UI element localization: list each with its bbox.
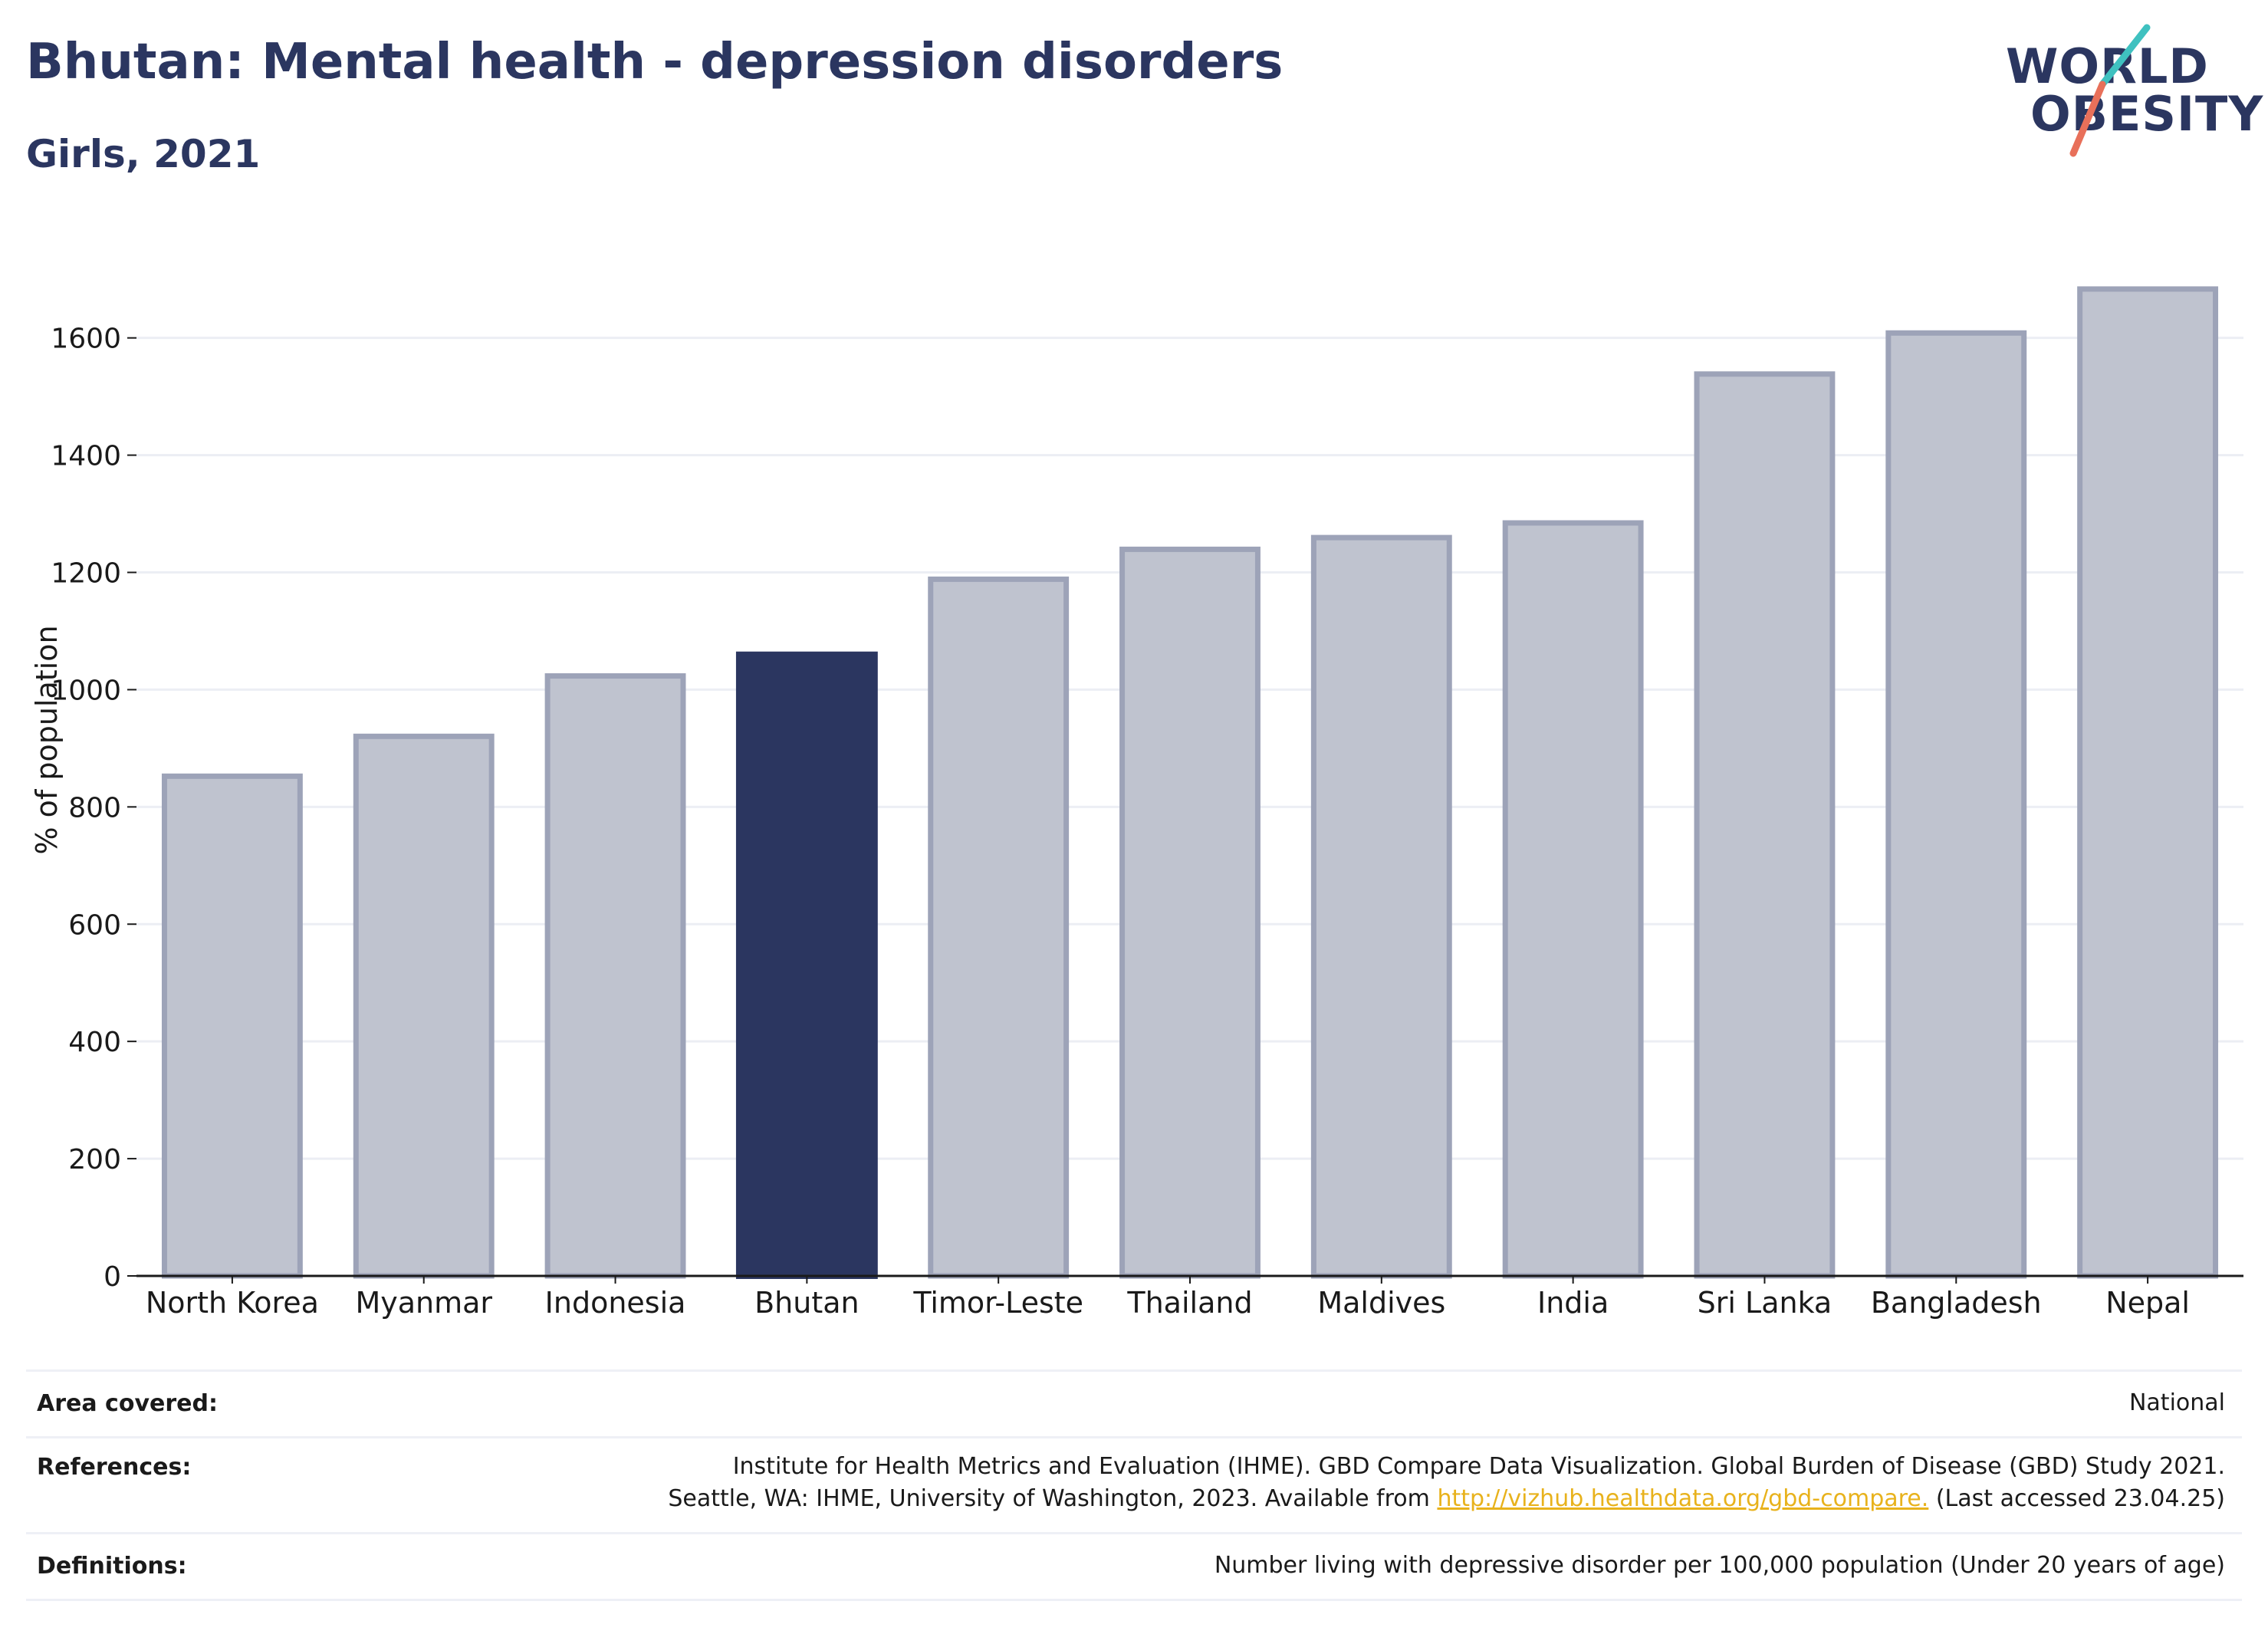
x-tick-label: North Korea	[146, 1286, 319, 1320]
bar-bhutan[interactable]	[735, 651, 878, 1279]
meta-divider	[26, 1369, 2242, 1372]
bar-bangladesh[interactable]	[1885, 330, 2027, 1279]
y-tick-label: 1000	[51, 675, 121, 706]
x-tick-label: Maldives	[1317, 1286, 1445, 1320]
logo-line-1: WORLD	[2006, 38, 2209, 94]
y-tick-label: 1200	[51, 558, 121, 590]
y-tick-label: 200	[68, 1144, 121, 1175]
y-tick-label: 1600	[51, 324, 121, 355]
y-tick-label: 400	[68, 1027, 121, 1058]
meta-row-definitions: Definitions: Number living with depressi…	[26, 1534, 2242, 1601]
bars	[161, 286, 2219, 1279]
meta-row-area: Area covered: National	[26, 1372, 2242, 1438]
y-tick-label: 0	[104, 1261, 121, 1293]
references-prefix: Seattle, WA: IHME, University of Washing…	[668, 1485, 1430, 1512]
x-tick-label: Bangladesh	[1871, 1286, 2042, 1320]
x-tick-label: Thailand	[1126, 1286, 1252, 1320]
references-suffix: (Last accessed 23.04.25)	[1935, 1485, 2225, 1512]
x-tick-label: Myanmar	[355, 1286, 492, 1320]
logo-line-2: OBESITY	[2030, 86, 2264, 142]
y-tick-label: 1400	[51, 441, 121, 472]
x-tick-label: India	[1537, 1286, 1609, 1320]
bar-indonesia[interactable]	[544, 673, 686, 1279]
world-obesity-logo: WORLD OBESITY	[1994, 21, 2263, 167]
bar-north-korea[interactable]	[161, 773, 303, 1279]
references-line-1: Institute for Health Metrics and Evaluat…	[732, 1453, 2225, 1480]
x-tick-label: Timor-Leste	[912, 1286, 1083, 1320]
area-value: National	[2128, 1389, 2225, 1416]
area-label: Area covered:	[37, 1390, 218, 1417]
bar-chart: 0 200 400 600 800 1000 1200 1400 1600 North Korea…	[30, 286, 2243, 1320]
references-value: Institute for Health Metrics and Evaluat…	[668, 1451, 2225, 1515]
y-tick-label: 600	[68, 909, 121, 941]
x-tick-label: Indonesia	[545, 1286, 686, 1320]
references-link[interactable]: http://vizhub.healthdata.org/gbd-compare…	[1437, 1485, 1929, 1512]
chart-title: Bhutan: Mental health - depression disor…	[26, 34, 1284, 90]
x-tick-label: Bhutan	[754, 1286, 860, 1320]
x-tick-label: Sri Lanka	[1698, 1286, 1832, 1320]
bar-maldives[interactable]	[1310, 534, 1452, 1279]
references-label: References:	[37, 1454, 192, 1481]
definitions-value: Number living with depressive disorder p…	[1214, 1552, 2225, 1579]
bar-thailand[interactable]	[1119, 546, 1261, 1279]
meta-row-references: References: Institute for Health Metrics…	[26, 1438, 2242, 1534]
bar-india[interactable]	[1502, 520, 1644, 1279]
axes: 0 200 400 600 800 1000 1200 1400 1600 North Korea…	[51, 324, 2243, 1320]
references-line-2: Seattle, WA: IHME, University of Washing…	[668, 1483, 2225, 1515]
bar-myanmar[interactable]	[353, 733, 495, 1279]
x-tick-label: Nepal	[2105, 1286, 2190, 1320]
logo-slash-icon	[2069, 24, 2151, 157]
bar-nepal[interactable]	[2077, 286, 2219, 1279]
bar-timor-leste[interactable]	[928, 576, 1070, 1279]
y-axis-title: % of population	[30, 625, 64, 854]
y-tick-label: 800	[68, 792, 121, 824]
definitions-label: Definitions:	[37, 1553, 187, 1580]
chart-subtitle: Girls, 2021	[26, 132, 261, 176]
bar-sri-lanka[interactable]	[1694, 371, 1836, 1279]
